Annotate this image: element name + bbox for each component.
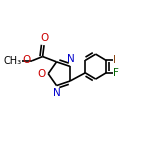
Text: N: N <box>53 88 61 98</box>
Text: O: O <box>37 69 46 79</box>
Text: CH₃: CH₃ <box>3 56 21 66</box>
Text: O: O <box>22 55 31 66</box>
Text: F: F <box>113 68 119 78</box>
Text: I: I <box>113 55 116 65</box>
Text: O: O <box>40 33 48 43</box>
Text: N: N <box>67 54 75 64</box>
